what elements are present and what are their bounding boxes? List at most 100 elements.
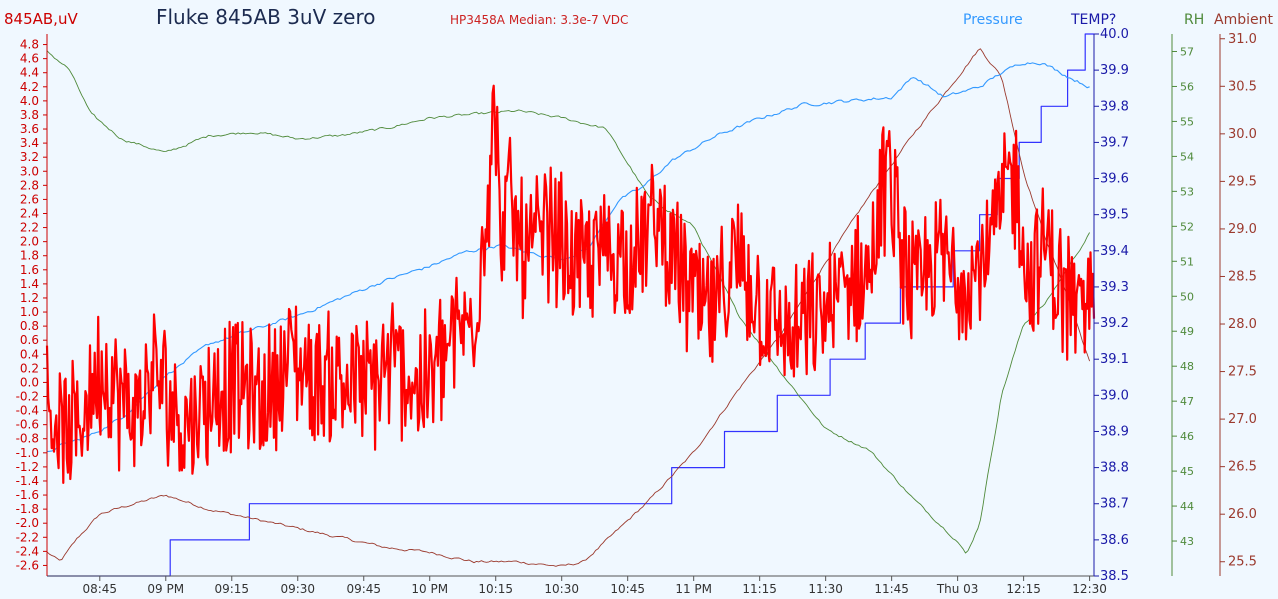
temp-tick-label: 39.3 <box>1100 280 1129 295</box>
main-tick-label: -0.8 <box>16 432 39 446</box>
main-tick-label: 4.4 <box>20 66 39 80</box>
main-tick-label: 3.6 <box>20 122 39 136</box>
x-tick-label: 08:45 <box>82 582 117 596</box>
chart-subtitle: HP3458A Median: 3.3e-7 VDC <box>450 13 628 27</box>
x-tick-label: 12:15 <box>1006 582 1041 596</box>
main-tick-label: -1.0 <box>16 446 39 460</box>
ambient-tick-label: 31.0 <box>1228 32 1257 47</box>
rh-tick-label: 43 <box>1180 535 1194 548</box>
rh-tick-label: 50 <box>1180 290 1194 303</box>
main-tick-label: -1.8 <box>16 502 39 516</box>
main-tick-label: 4.2 <box>20 80 39 94</box>
x-tick-label: 10 PM <box>411 582 448 596</box>
temp-tick-label: 39.8 <box>1100 99 1129 114</box>
main-tick-label: 2.4 <box>20 206 39 220</box>
main-tick-label: 0.8 <box>20 319 39 333</box>
rh-tick-label: 54 <box>1180 150 1194 163</box>
rh-tick-label: 47 <box>1180 395 1194 408</box>
main-tick-label: 1.6 <box>20 263 39 277</box>
main-tick-label: 3.4 <box>20 136 39 150</box>
main-tick-label: 2.0 <box>20 235 39 249</box>
main-tick-label: 2.2 <box>20 221 39 235</box>
temp-tick-label: 39.5 <box>1100 208 1129 223</box>
x-tick-label: 11 PM <box>675 582 712 596</box>
ambient-tick-label: 28.0 <box>1228 317 1257 332</box>
x-tick-label: 11:15 <box>742 582 777 596</box>
temp-tick-label: 38.7 <box>1100 497 1129 512</box>
ambient-axis-label: Ambient <box>1214 12 1273 28</box>
main-tick-label: -0.2 <box>16 390 39 404</box>
main-tick-label: -2.2 <box>16 530 39 544</box>
x-tick-label: 10:45 <box>610 582 645 596</box>
x-tick-label: 10:30 <box>544 582 579 596</box>
rh-tick-label: 51 <box>1180 255 1194 268</box>
x-tick-label: 09:30 <box>280 582 315 596</box>
rh-tick-label: 57 <box>1180 45 1194 58</box>
main-tick-label: 2.6 <box>20 192 39 206</box>
rh-tick-label: 52 <box>1180 220 1194 233</box>
main-tick-label: 1.2 <box>20 291 39 305</box>
ambient-tick-label: 26.5 <box>1228 460 1257 475</box>
rh-tick-label: 55 <box>1180 115 1194 128</box>
ambient-tick-label: 26.0 <box>1228 507 1257 522</box>
ambient-tick-label: 29.0 <box>1228 222 1257 237</box>
main-tick-label: 3.8 <box>20 108 39 122</box>
temp-tick-label: 39.6 <box>1100 172 1129 187</box>
x-tick-label: 10:15 <box>478 582 513 596</box>
main-tick-label: 1.8 <box>20 249 39 263</box>
temp-tick-label: 39.2 <box>1100 316 1129 331</box>
rh-series-line <box>46 50 1090 554</box>
main-tick-label: 2.8 <box>20 178 39 192</box>
main-tick-label: 0.4 <box>20 347 39 361</box>
x-tick-label: 09:45 <box>346 582 381 596</box>
temp-tick-label: 39.4 <box>1100 244 1129 259</box>
main-tick-label: -2.0 <box>16 516 39 530</box>
x-tick-label: 09 PM <box>147 582 184 596</box>
main-tick-label: -0.4 <box>16 404 39 418</box>
ambient-tick-label: 28.5 <box>1228 269 1257 284</box>
main-tick-label: 4.8 <box>20 38 39 52</box>
main-tick-label: -2.6 <box>16 558 39 572</box>
main-tick-label: 1.0 <box>20 305 39 319</box>
main-tick-label: 3.0 <box>20 164 39 178</box>
main-tick-label: -0.6 <box>16 418 39 432</box>
ambient-tick-label: 27.0 <box>1228 412 1257 427</box>
temp-tick-label: 40.0 <box>1100 27 1129 42</box>
temp-tick-label: 39.9 <box>1100 63 1129 78</box>
main-tick-label: -1.6 <box>16 488 39 502</box>
ambient-tick-label: 30.0 <box>1228 127 1257 142</box>
ambient-series-line <box>46 48 1091 567</box>
temp-tick-label: 38.5 <box>1100 569 1129 584</box>
main-tick-label: 0.6 <box>20 333 39 347</box>
main-tick-label: -2.4 <box>16 544 39 558</box>
temp-tick-label: 39.7 <box>1100 135 1129 150</box>
x-tick-label: 12:30 <box>1072 582 1107 596</box>
x-tick-label: 11:45 <box>874 582 909 596</box>
ambient-tick-label: 29.5 <box>1228 174 1257 189</box>
rh-tick-label: 56 <box>1180 80 1194 93</box>
main-tick-label: 3.2 <box>20 150 39 164</box>
rh-tick-label: 45 <box>1180 465 1194 478</box>
rh-tick-label: 49 <box>1180 325 1194 338</box>
rh-tick-label: 44 <box>1180 500 1194 513</box>
temp-series-line <box>47 33 1094 577</box>
rh-tick-label: 53 <box>1180 185 1194 198</box>
chart-title: Fluke 845AB 3uV zero <box>156 5 375 29</box>
main-series-line <box>45 84 1096 484</box>
temp-tick-label: 39.0 <box>1100 388 1129 403</box>
temp-tick-label: 38.8 <box>1100 461 1129 476</box>
temp-tick-label: 38.6 <box>1100 533 1129 548</box>
temp-tick-label: 38.9 <box>1100 424 1129 439</box>
main-tick-label: -1.4 <box>16 474 39 488</box>
main-tick-label: 4.6 <box>20 52 39 66</box>
rh-axis-label: RH <box>1184 12 1204 28</box>
rh-tick-label: 48 <box>1180 360 1194 373</box>
main-axis-label: 845AB,uV <box>4 10 78 28</box>
x-tick-label: Thu 03 <box>936 582 979 596</box>
x-tick-label: 11:30 <box>808 582 843 596</box>
main-tick-label: 0.0 <box>20 375 39 389</box>
main-tick-label: 0.2 <box>20 361 39 375</box>
ambient-tick-label: 25.5 <box>1228 555 1257 570</box>
